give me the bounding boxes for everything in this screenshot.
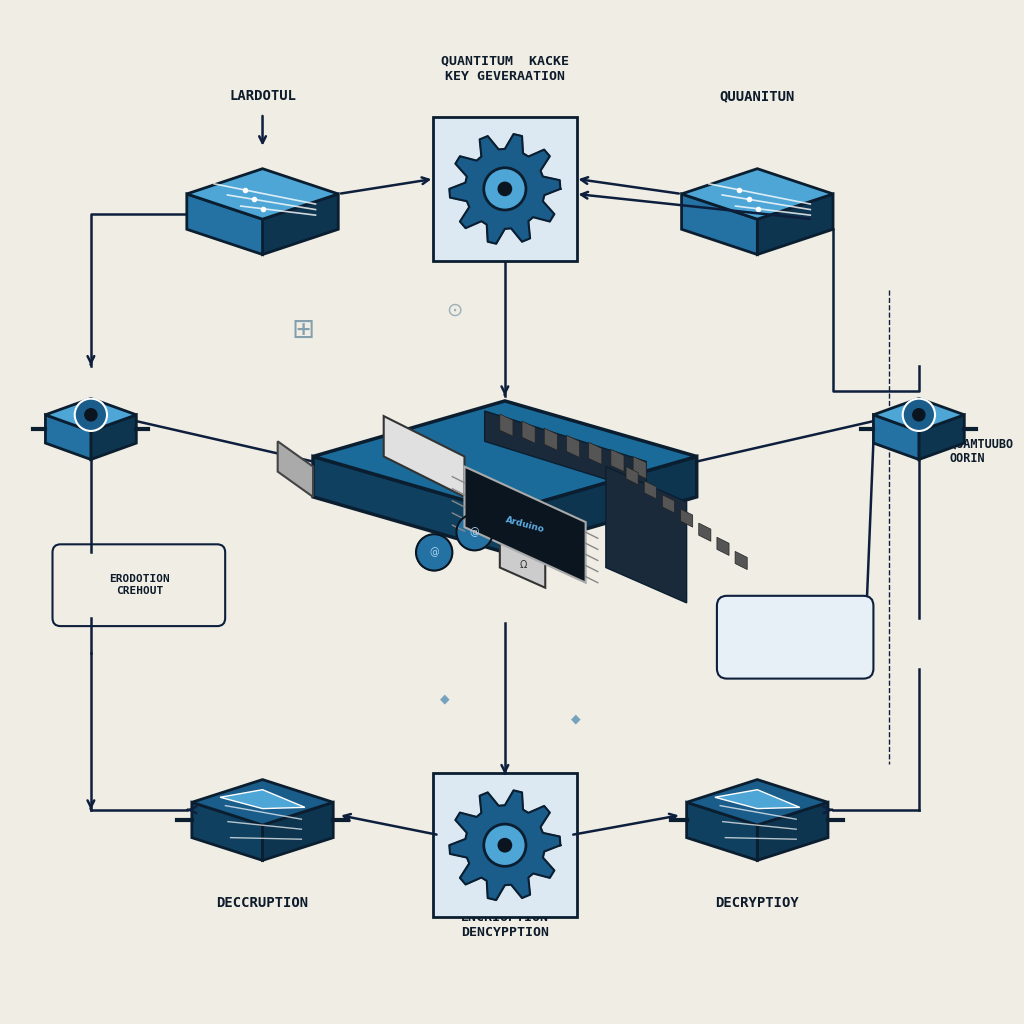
Polygon shape	[45, 415, 91, 460]
Polygon shape	[450, 791, 560, 900]
FancyBboxPatch shape	[433, 117, 578, 261]
Polygon shape	[663, 495, 675, 513]
Polygon shape	[698, 523, 711, 542]
Text: QUANTITUM  KACKE
KEY GEVERAATION: QUANTITUM KACKE KEY GEVERAATION	[441, 55, 569, 83]
Text: ⊞: ⊞	[291, 316, 314, 344]
Circle shape	[483, 168, 526, 210]
Polygon shape	[262, 802, 333, 860]
Polygon shape	[450, 134, 560, 244]
Circle shape	[912, 409, 925, 421]
Polygon shape	[262, 194, 338, 255]
Circle shape	[483, 824, 526, 866]
Polygon shape	[687, 802, 758, 860]
Text: ◆: ◆	[570, 713, 581, 725]
Text: QUUANITUN: QUUANITUN	[720, 89, 795, 103]
Polygon shape	[278, 441, 313, 497]
Polygon shape	[758, 194, 834, 255]
Circle shape	[499, 839, 512, 852]
Polygon shape	[715, 790, 800, 809]
Polygon shape	[465, 467, 586, 583]
Polygon shape	[873, 415, 919, 460]
Polygon shape	[611, 450, 624, 472]
Text: QUAMTUUBO
OORIN: QUAMTUUBO OORIN	[949, 437, 1014, 466]
Text: Arduino: Arduino	[505, 516, 546, 535]
Polygon shape	[566, 435, 580, 458]
Text: ⊙: ⊙	[446, 301, 463, 319]
Text: DECRYPTIOY: DECRYPTIOY	[716, 896, 799, 909]
Polygon shape	[626, 467, 638, 484]
Polygon shape	[589, 442, 602, 465]
Text: LARDOTUL: LARDOTUL	[229, 89, 296, 103]
Polygon shape	[522, 421, 536, 443]
Text: @: @	[470, 527, 479, 538]
Polygon shape	[45, 398, 136, 431]
Polygon shape	[186, 194, 262, 255]
Text: PONER
SOPLY: PONER SOPLY	[778, 627, 812, 648]
Circle shape	[903, 398, 935, 431]
FancyBboxPatch shape	[717, 596, 873, 679]
Text: Ω: Ω	[519, 559, 526, 569]
Text: @: @	[429, 548, 439, 557]
Polygon shape	[687, 779, 828, 825]
Polygon shape	[919, 415, 965, 460]
Polygon shape	[220, 790, 305, 809]
Polygon shape	[606, 467, 687, 603]
Polygon shape	[191, 802, 262, 860]
Polygon shape	[717, 538, 729, 555]
Polygon shape	[384, 416, 465, 497]
Polygon shape	[633, 457, 646, 478]
Circle shape	[457, 514, 493, 550]
Polygon shape	[758, 802, 828, 860]
Text: ◆: ◆	[439, 692, 450, 706]
Polygon shape	[191, 779, 333, 825]
Circle shape	[499, 182, 512, 196]
Polygon shape	[91, 415, 136, 460]
Polygon shape	[500, 414, 513, 436]
Circle shape	[416, 535, 453, 570]
Text: ENCRIOPTION
DENCYPPTION: ENCRIOPTION DENCYPPTION	[461, 911, 549, 939]
Text: DECCRUPTION: DECCRUPTION	[216, 896, 308, 909]
Polygon shape	[313, 457, 505, 552]
Text: ERODOTION
CREHOUT: ERODOTION CREHOUT	[109, 573, 170, 596]
Polygon shape	[500, 538, 545, 588]
Polygon shape	[484, 411, 646, 492]
Polygon shape	[735, 551, 748, 569]
Polygon shape	[313, 401, 696, 512]
Polygon shape	[644, 480, 656, 499]
Polygon shape	[544, 428, 557, 451]
Polygon shape	[505, 457, 696, 552]
Polygon shape	[682, 169, 834, 219]
Polygon shape	[681, 509, 692, 527]
Polygon shape	[873, 398, 965, 431]
FancyBboxPatch shape	[433, 773, 578, 918]
Polygon shape	[186, 169, 338, 219]
Circle shape	[75, 398, 108, 431]
Circle shape	[85, 409, 97, 421]
Polygon shape	[682, 194, 758, 255]
